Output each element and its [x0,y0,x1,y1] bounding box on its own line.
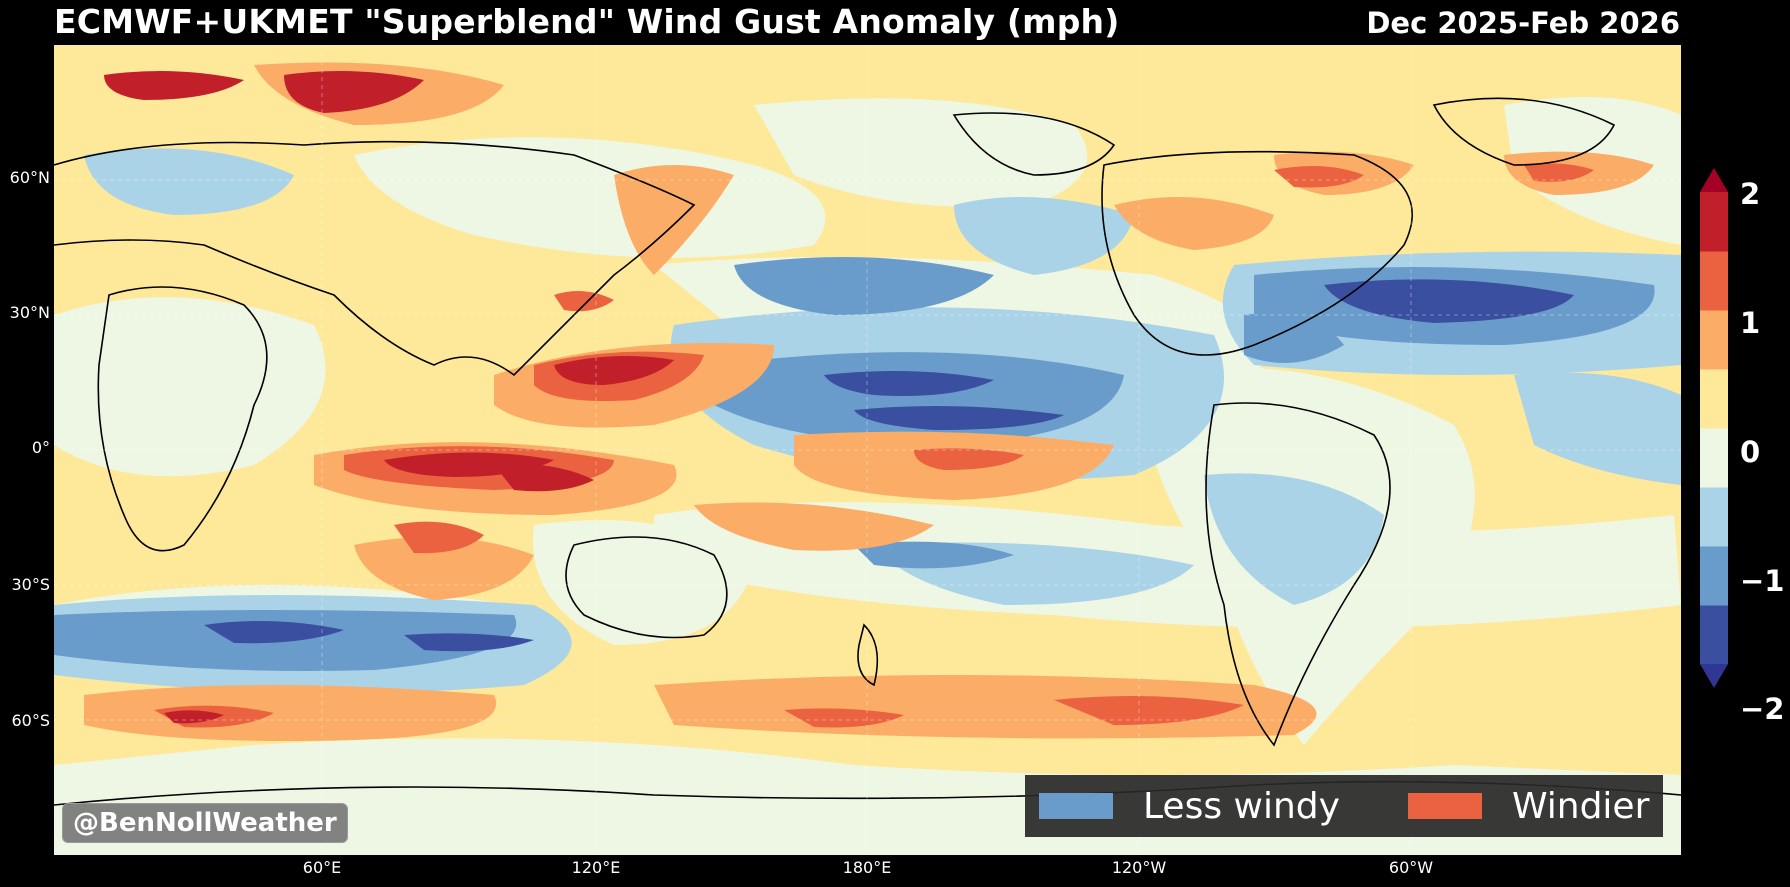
colorbar-segment [1700,605,1728,665]
lat-label-60s: 60°S [11,711,50,730]
legend-label-less-windy: Less windy [1143,785,1340,827]
colorbar-tick-1: 1 [1740,306,1761,340]
lat-label-30s: 30°S [11,575,50,594]
legend-swatch-less-windy [1039,793,1113,819]
colorbar-segment [1700,369,1728,429]
colorbar-tick-minus-2: −2 [1740,692,1785,726]
gridlines [54,45,1681,855]
colorbar-segment [1700,192,1728,252]
lat-label-equator: 0° [31,438,50,457]
map-title: ECMWF+UKMET "Superblend" Wind Gust Anoma… [54,2,1120,41]
colorbar [1700,168,1728,688]
colorbar-segment [1700,251,1728,311]
lat-label-60n: 60°N [9,168,50,187]
forecast-period: Dec 2025-Feb 2026 [1366,6,1680,40]
legend-label-windier: Windier [1511,785,1650,827]
lat-label-30n: 30°N [9,303,50,322]
legend-item-windier: Windier [1407,785,1650,827]
anomaly-map [54,45,1681,855]
colorbar-tick-2: 2 [1740,177,1761,211]
dark-red-regions [104,71,674,724]
colorbar-extend-high [1700,168,1728,192]
lon-label-60w: 60°W [1388,858,1434,877]
colorbar-segment [1700,487,1728,547]
colorbar-tick-0: 0 [1740,435,1761,469]
colorbar-extend-low [1700,664,1728,688]
lon-label-120w: 120°W [1111,858,1167,877]
colorbar-segment [1700,546,1728,606]
legend: Less windy Windier [1025,775,1663,837]
anomaly-field-svg [54,45,1681,855]
colorbar-segment [1700,310,1728,370]
colorbar-segment [1700,428,1728,488]
legend-item-less-windy: Less windy [1039,786,1340,827]
legend-swatch-windier [1407,793,1482,819]
colorbar-segments [1700,192,1728,665]
colorbar-tick-minus-1: −1 [1740,564,1785,598]
author-watermark: @BenNollWeather [62,803,348,843]
lon-label-60e: 60°E [302,858,342,877]
lon-label-180e: 180°E [842,858,892,877]
dark-blue-regions [204,279,1574,652]
lon-label-120e: 120°E [571,858,621,877]
